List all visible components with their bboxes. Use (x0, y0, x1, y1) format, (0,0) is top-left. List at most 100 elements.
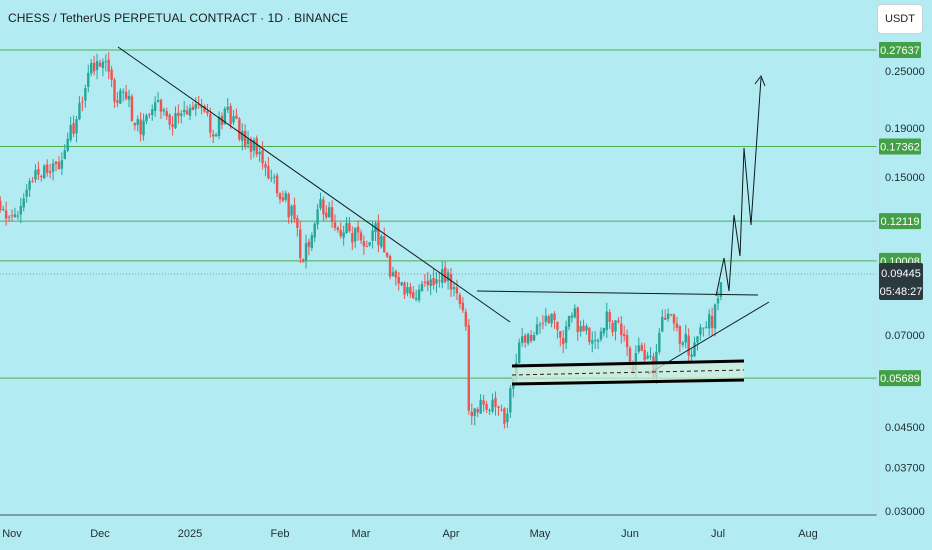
candle-body (576, 307, 579, 333)
candle-body (194, 104, 198, 109)
candle-body (377, 222, 380, 246)
candle-body (345, 223, 348, 233)
candle-body (275, 175, 279, 194)
y-tick-label: 0.03000 (885, 506, 925, 518)
candle-body (107, 59, 110, 72)
candle-body (553, 313, 556, 321)
candle-body (550, 313, 553, 324)
candle-body (494, 397, 497, 407)
x-tick-label: Feb (271, 528, 290, 540)
candle-body (116, 100, 119, 103)
x-tick-label: Dec (90, 528, 110, 540)
x-tick-label: Jul (711, 528, 725, 540)
candle-body (661, 316, 664, 332)
currency-button[interactable]: USDT (877, 4, 923, 34)
descending-trendline (117, 46, 511, 323)
candle-body (420, 283, 424, 292)
candle-body (197, 104, 200, 106)
candle-body (538, 324, 542, 326)
candle-body (43, 165, 46, 179)
candle-body (342, 232, 345, 238)
candle-body (684, 333, 687, 343)
candle-body (278, 193, 282, 200)
candle-body (500, 409, 503, 411)
candle-body (307, 241, 311, 247)
candle-body (491, 399, 494, 412)
x-tick-label: Apr (442, 528, 459, 540)
demand-zone (512, 361, 744, 384)
demand-zone-top (511, 359, 745, 368)
y-tick-label: 0.03700 (885, 462, 925, 474)
level-price-tag (879, 138, 921, 155)
candle-body (470, 411, 473, 417)
candle-body (133, 122, 137, 126)
candle-body (446, 272, 450, 281)
countdown-label: 05:48:27 (880, 286, 923, 298)
candle-body (547, 316, 550, 323)
candle-body (168, 114, 171, 125)
candle-body (628, 348, 632, 364)
candle-body (84, 88, 87, 101)
candle-body (710, 316, 714, 328)
candle-body (417, 289, 421, 301)
candle-body (264, 164, 267, 168)
candle-body (57, 162, 61, 170)
candle-body (290, 206, 293, 216)
candle-body (267, 166, 270, 179)
candle-body (567, 315, 571, 327)
candle-body (599, 331, 603, 340)
candle-body (391, 272, 395, 277)
level-price-tag (879, 213, 921, 230)
candle-body (541, 322, 545, 324)
candle-body (209, 113, 212, 133)
candle-body (333, 222, 337, 228)
candle-body (212, 134, 215, 137)
candle-body (92, 62, 96, 72)
candle-body (596, 340, 600, 342)
candle-body (365, 246, 369, 248)
candle-body (658, 332, 661, 352)
candle-body (46, 164, 49, 173)
candle-body (385, 252, 389, 257)
candle-body (526, 334, 530, 344)
candle-body (672, 314, 676, 324)
candle-body (690, 354, 693, 357)
candle-body (272, 176, 276, 178)
candle-body (313, 223, 316, 238)
candle-body (556, 321, 559, 330)
x-tick-label: Aug (798, 528, 818, 540)
candle-body (435, 279, 438, 284)
candle-body (203, 106, 206, 112)
candle-body (10, 215, 14, 217)
candle-body (449, 273, 453, 290)
candle-body (28, 181, 31, 190)
candle-body (113, 79, 116, 102)
candle-body (443, 267, 447, 282)
candle-body (249, 139, 253, 152)
y-tick-label: 0.07000 (885, 330, 925, 342)
candle-body (25, 189, 28, 197)
candle-body (171, 123, 174, 127)
candle-body (380, 236, 383, 248)
candle-body (226, 106, 229, 110)
candle-body (464, 311, 468, 327)
candle-body (60, 160, 64, 169)
candle-body (16, 215, 20, 217)
candle-body (562, 337, 565, 345)
chart-title: CHESS / TetherUS PERPETUAL CONTRACT · 1D… (8, 11, 349, 25)
candle-body (200, 105, 203, 108)
candle-body (559, 331, 562, 338)
candle-body (241, 130, 244, 141)
candle-body (75, 119, 78, 134)
candle-body (148, 114, 151, 116)
candle-body (232, 116, 235, 123)
x-tick-label: May (530, 528, 551, 540)
projection-arrowhead (754, 74, 766, 87)
current-price-tag (879, 263, 923, 300)
candle-body (98, 62, 102, 67)
candle-body (426, 280, 429, 286)
candle-body (1, 209, 5, 211)
candle-body (7, 216, 11, 218)
candle-body (394, 271, 398, 278)
